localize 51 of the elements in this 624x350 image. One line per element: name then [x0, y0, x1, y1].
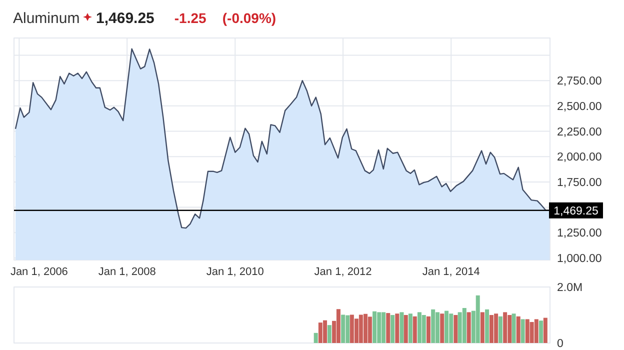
- y-tick-label: 2,500.00: [557, 100, 602, 113]
- y-tick-label: 2,000.00: [557, 152, 602, 164]
- y-tick-label: 0: [557, 338, 564, 350]
- bar: [538, 320, 543, 343]
- bar: [440, 314, 444, 343]
- text: (-0.09%): [222, 10, 276, 26]
- x-tick-label: Jan 1, 2010: [206, 266, 264, 278]
- bar: [498, 316, 502, 343]
- bar: [462, 308, 466, 343]
- bar: [400, 312, 404, 343]
- bar: [503, 312, 508, 343]
- y-tick-label: 1,750.00: [557, 176, 602, 189]
- bar: [426, 316, 430, 343]
- text: -1.25: [174, 10, 207, 26]
- bar: [395, 314, 400, 343]
- y-tick-label: 1,250.00: [557, 228, 602, 240]
- bar: [444, 310, 449, 343]
- y-tick-label: 2,750.00: [557, 76, 602, 88]
- bar: [466, 312, 471, 343]
- y-tick-label: 2,250.00: [557, 126, 602, 138]
- x-tick-label: Jan 1, 2014: [422, 266, 480, 278]
- bar: [341, 314, 346, 343]
- bar: [454, 315, 458, 343]
- bar: [543, 318, 548, 343]
- bar: [516, 316, 520, 343]
- bar: [314, 332, 318, 343]
- x-tick-label: Jan 1, 2006: [10, 266, 68, 278]
- bar: [422, 315, 426, 343]
- bar: [520, 319, 525, 343]
- y-tick-label: 2.0M: [557, 282, 583, 294]
- bar: [368, 316, 372, 343]
- text: 1,469.25: [96, 10, 154, 27]
- bar: [534, 319, 538, 343]
- bar: [485, 309, 490, 343]
- bar: [327, 325, 332, 343]
- bar: [386, 313, 390, 343]
- bar: [408, 314, 412, 343]
- bar: [390, 315, 395, 343]
- bar: [412, 316, 417, 343]
- bar: [480, 312, 484, 343]
- bar: [336, 309, 340, 343]
- ref-line-label: 1,469.25: [554, 205, 598, 218]
- x-tick-label: Jan 1, 2012: [314, 266, 372, 278]
- bar: [431, 309, 436, 343]
- bar: [476, 295, 480, 343]
- bar: [512, 314, 516, 343]
- y-tick-label: 1,000.00: [557, 253, 602, 265]
- bar: [404, 315, 408, 343]
- bar: [372, 311, 377, 343]
- x-tick-label: Jan 1, 2008: [98, 266, 156, 278]
- chart-title: Aluminum: [13, 10, 80, 27]
